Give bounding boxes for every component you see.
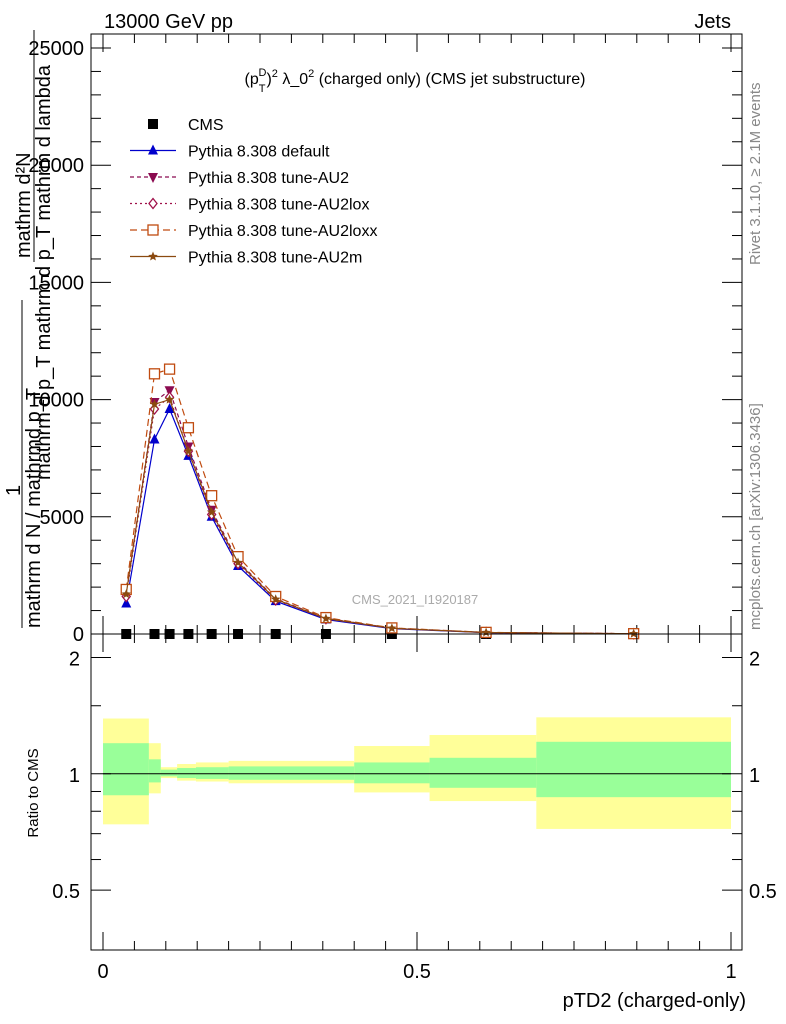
ratio-bands-layer [103,717,731,829]
ratio-y-tick-label: 2 [69,648,80,670]
main-y-tick-label: 5000 [40,507,85,529]
ratio-y-tick-label: 0.5 [52,881,80,903]
mcplots-label: mcplots.cern.ch [arXiv:1306.3436] [747,403,764,630]
ratio-inner-band [429,757,537,788]
data-point [628,628,639,638]
header-left-label: 13000 GeV pp [104,11,233,33]
x-tick-label: 1 [725,961,736,983]
rivet-label: Rivet 3.1.10, ≥ 2.1M events [747,83,764,266]
series-5 [121,394,639,638]
ylabel-top-numerator: mathrm d²N [13,152,35,258]
data-point [205,490,218,502]
ratio-inner-band [195,767,229,779]
data-point [149,399,160,409]
plot-title: (pTD)2 λ_02 (charged only) (CMS jet subs… [245,67,586,95]
legend-entry: Pythia 8.308 tune-AU2 [130,170,349,187]
data-point [233,557,243,567]
ratio-y-tick-label: 1 [69,765,80,787]
ylabel-bottom: mathrm d N / mathrmd p_T [23,388,45,628]
legend-entry: Pythia 8.308 tune-AU2m [130,250,362,267]
main-y-tick-label: 25000 [28,38,84,60]
data-point [163,363,176,375]
ratio-inner-band [228,766,355,780]
ratio-inner-band [177,768,196,779]
ylabel-one: 1 [3,485,25,496]
ratio-y-tick-label-right: 2 [749,648,760,670]
legend-label: CMS [188,117,224,134]
ratio-inner-band [354,762,430,784]
data-point [164,402,175,413]
legend-entry: Pythia 8.308 default [130,144,330,161]
x-tick-label: 0.5 [403,961,431,983]
data-point [183,446,194,456]
ylabel-top-denominator: mathrm d p_T mathrm d p_T mathrm d lambd… [33,64,55,480]
legend-entry: CMS [148,117,224,134]
legend-label: Pythia 8.308 tune-AU2m [188,250,362,267]
legend: CMS Pythia 8.308 default Pythia 8.308 tune… [130,117,377,267]
data-point [321,613,331,623]
ratio-inner-band [103,743,149,796]
legend-entry: Pythia 8.308 tune-AU2lox [130,197,369,214]
main-y-tick-label: 20000 [28,155,84,177]
legend-label: Pythia 8.308 tune-AU2lox [188,197,369,214]
data-point [149,433,160,444]
main-axis-ticks: 0 5000 10000 15000 20000 25000 [28,34,742,646]
data-point [270,594,281,604]
data-point [387,623,397,633]
data-point [164,394,175,404]
ratio-y-tick-label-right: 0.5 [749,881,777,903]
analysis-watermark: CMS_2021_I1920187 [352,592,479,607]
data-point [206,507,217,517]
data-point [182,422,195,434]
ratio-inner-band [148,759,161,783]
data-point [148,368,161,380]
legend-label: Pythia 8.308 default [188,144,330,161]
ratio-y-axis-label: Ratio to CMS [25,748,42,837]
ratio-inner-band [536,741,731,798]
x-tick-label: 0 [97,961,108,983]
legend-entry: Pythia 8.308 tune-AU2loxx [130,223,377,240]
header-right-label: Jets [694,11,731,33]
main-y-tick-label: 0 [73,624,84,646]
ratio-axis-ticks: 0.5 0.5 1 1 2 2 0 0.5 1 [52,634,777,983]
legend-label: Pythia 8.308 tune-AU2loxx [188,223,377,240]
ratio-inner-band [160,769,178,777]
main-y-axis-label: mathrm d²N mathrm d p_T mathrm d p_T mat… [3,30,55,628]
main-y-tick-label: 10000 [28,390,84,412]
data-point [121,589,131,599]
legend-label: Pythia 8.308 tune-AU2 [188,170,349,187]
ratio-y-tick-label-right: 1 [749,765,760,787]
main-y-tick-label: 15000 [28,272,84,294]
x-axis-label: pTD2 (charged-only) [563,990,746,1012]
